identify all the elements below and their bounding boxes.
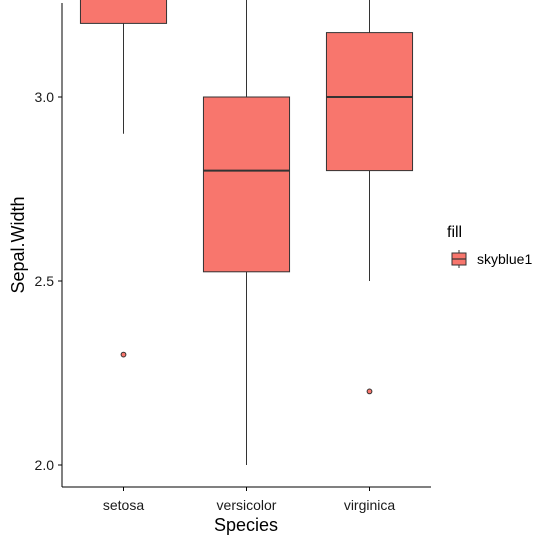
x-tick-label: versicolor bbox=[217, 497, 277, 513]
legend-entry-label: skyblue1 bbox=[477, 251, 532, 267]
x-tick-label: setosa bbox=[103, 497, 144, 513]
x-ticks-layer: setosa versicolor virginica bbox=[103, 487, 396, 513]
iqr-box bbox=[79, 0, 168, 24]
outlier-point bbox=[120, 351, 127, 358]
x-axis-title: Species bbox=[214, 515, 278, 535]
y-tick-label: 2.5 bbox=[35, 273, 55, 289]
box-setosa bbox=[79, 0, 168, 358]
iqr-box bbox=[202, 96, 291, 273]
iqr-box bbox=[325, 32, 414, 172]
legend: fill skyblue1 bbox=[447, 224, 532, 268]
outlier-point bbox=[366, 388, 373, 395]
legend-title: fill bbox=[447, 224, 462, 241]
y-tick-label: 3.0 bbox=[35, 89, 55, 105]
y-ticks-layer: 2.02.53.03.54.04.5 bbox=[35, 89, 62, 473]
y-tick-label: 2.0 bbox=[35, 457, 55, 473]
box-virginica bbox=[325, 0, 414, 395]
y-axis-title: Sepal.Width bbox=[8, 196, 28, 293]
box-versicolor bbox=[202, 0, 291, 465]
x-tick-label: virginica bbox=[344, 497, 396, 513]
boxes-layer bbox=[79, 0, 414, 465]
